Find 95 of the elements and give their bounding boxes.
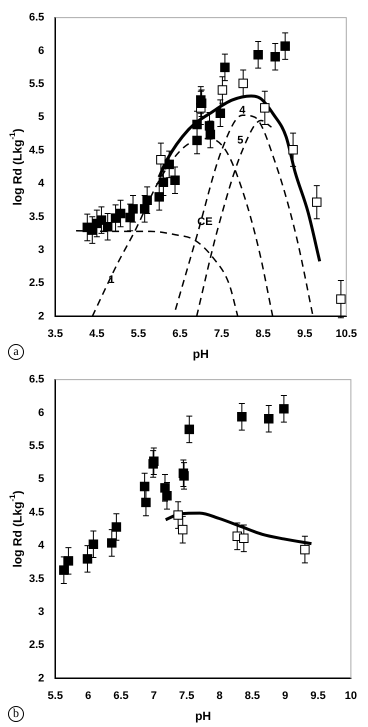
y-tick-label: 3	[38, 606, 44, 618]
point	[102, 222, 112, 232]
y-axis-title: log Rd (Lkg-1)	[8, 490, 24, 568]
y-tick-label: 6	[38, 44, 44, 57]
y-tick-label: 4.5	[28, 506, 44, 518]
point	[220, 62, 230, 72]
text: b	[8, 706, 24, 722]
point	[140, 482, 150, 492]
y-tick-label: 2.5	[28, 639, 44, 652]
point	[280, 41, 290, 51]
x-tick-label: 10	[344, 690, 358, 702]
point	[192, 120, 202, 130]
y-tick-label: 5.5	[28, 78, 44, 90]
x-tick-label: 7.5	[179, 690, 194, 702]
y-tick-label: 3.5	[28, 210, 44, 223]
y-tick-label: 6	[38, 406, 44, 419]
point	[206, 130, 216, 140]
point	[116, 208, 126, 218]
y-tick-label: 5	[38, 473, 44, 486]
point	[112, 522, 122, 532]
y-tick-label: 6.5	[28, 12, 44, 24]
x-tick-label: 6	[85, 690, 92, 702]
point	[264, 414, 274, 424]
x-tick-label: 8	[216, 690, 223, 702]
point	[239, 534, 249, 544]
point	[107, 538, 117, 548]
point	[173, 510, 183, 520]
x-tick-label: 5.5	[130, 328, 146, 340]
point	[196, 98, 206, 108]
x-tick-label: 5.5	[48, 690, 63, 702]
x-tick-label: 9	[282, 690, 288, 702]
x-axis-title: pH	[195, 709, 212, 724]
y-tick-label: 4	[38, 178, 46, 190]
y-tick-label: 5.5	[28, 440, 44, 452]
point	[64, 556, 74, 566]
y-tick-label: 4	[38, 540, 46, 552]
point	[204, 121, 214, 131]
point	[179, 471, 189, 481]
annotation: 5	[237, 134, 244, 146]
point	[300, 544, 310, 554]
point	[238, 78, 248, 88]
point	[178, 524, 188, 534]
point	[154, 192, 164, 202]
x-tick-label: 6.5	[113, 690, 129, 702]
y-tick-label: 3.5	[28, 572, 44, 585]
y-tick-label: 2	[38, 672, 44, 684]
x-tick-label: 10.5	[336, 328, 358, 340]
y-tick-label: 2	[38, 310, 44, 322]
point	[218, 85, 228, 95]
annotation: 4	[239, 104, 246, 117]
point	[312, 197, 322, 207]
point	[88, 540, 98, 550]
x-tick-label: 8.5	[256, 328, 271, 340]
y-tick-label: 2.5	[28, 277, 44, 290]
point	[270, 52, 280, 62]
point	[96, 215, 106, 225]
point	[336, 294, 346, 304]
point	[125, 212, 135, 222]
point	[279, 404, 289, 414]
y-tick-label: 4.5	[28, 144, 44, 156]
x-tick-label: 9.5	[297, 328, 312, 340]
point	[149, 456, 159, 466]
x-tick-label: 8.5	[244, 690, 260, 702]
point	[82, 554, 92, 564]
point	[260, 103, 270, 113]
y-axis-title: log Rd (Lkg-1)	[8, 128, 24, 206]
x-tick-label: 7.5	[214, 328, 230, 340]
x-tick-label: 7	[150, 690, 157, 702]
point	[253, 50, 263, 60]
y-tick-label: 3	[38, 244, 44, 256]
point	[192, 136, 202, 146]
point	[162, 491, 172, 501]
y-tick-label: 5	[38, 111, 44, 124]
annotation: CE	[197, 216, 213, 228]
x-tick-label: 3.5	[48, 328, 63, 340]
point	[128, 204, 138, 214]
point	[158, 178, 168, 188]
annotation: 1	[108, 274, 114, 286]
point	[216, 108, 226, 118]
x-tick-label: 4.5	[89, 328, 105, 340]
point	[164, 160, 174, 170]
point	[59, 565, 69, 575]
point	[141, 498, 151, 508]
point	[170, 176, 180, 186]
y-tick-label: 6.5	[28, 374, 44, 386]
point	[140, 204, 150, 214]
x-tick-label: 6.5	[172, 328, 188, 340]
x-tick-label: 9.5	[310, 690, 326, 702]
x-axis-title: pH	[192, 347, 209, 362]
point	[142, 195, 152, 205]
point	[156, 154, 166, 164]
point	[288, 144, 298, 154]
point	[237, 412, 247, 422]
point	[184, 424, 194, 434]
text: a	[8, 344, 24, 360]
